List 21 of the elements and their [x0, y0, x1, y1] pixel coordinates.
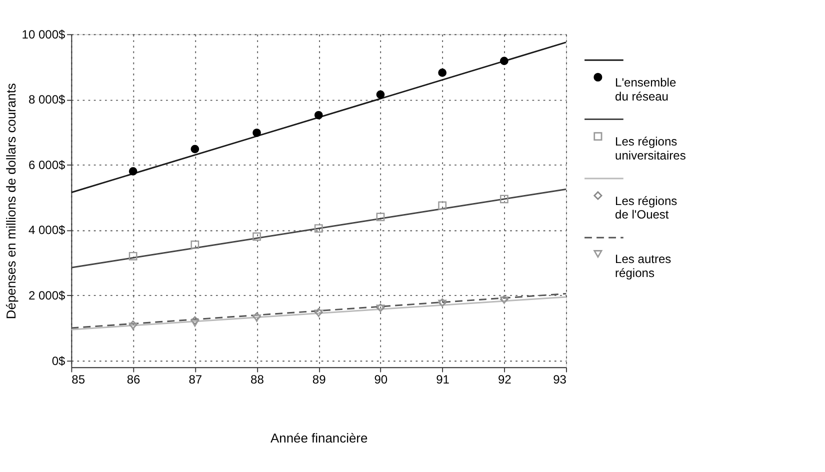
x-tick-label: 87 — [188, 372, 202, 386]
y-tick-label: 8 000$ — [28, 92, 66, 107]
x-tick-label: 91 — [436, 372, 450, 386]
x-tick-label: 85 — [72, 372, 86, 386]
y-axis-title: Dépenses en millions de dollars courants — [3, 83, 18, 320]
x-tick-label: 88 — [250, 372, 264, 386]
legend-label: L'ensemble du réseau — [615, 75, 676, 104]
x-tick-label: 90 — [374, 372, 388, 386]
x-tick-label: 92 — [498, 372, 512, 386]
legend-label: Les autres régions — [615, 252, 672, 280]
y-tick-label: 4 000$ — [28, 223, 66, 238]
x-axis-title: Année financière — [270, 430, 368, 446]
legend-label: Les régions de l'Ouest — [615, 194, 678, 222]
y-tick-label: 2 000$ — [28, 288, 66, 302]
x-tick-label: 93 — [553, 372, 567, 386]
legend-label: Les régions universitaires — [615, 134, 686, 163]
y-tick-label: 0$ — [52, 354, 66, 368]
x-tick-label: 86 — [126, 372, 141, 386]
y-tick-label: 10 000$ — [22, 27, 66, 42]
y-tick-label: 6 000$ — [28, 158, 66, 172]
x-tick-label: 89 — [312, 372, 326, 386]
